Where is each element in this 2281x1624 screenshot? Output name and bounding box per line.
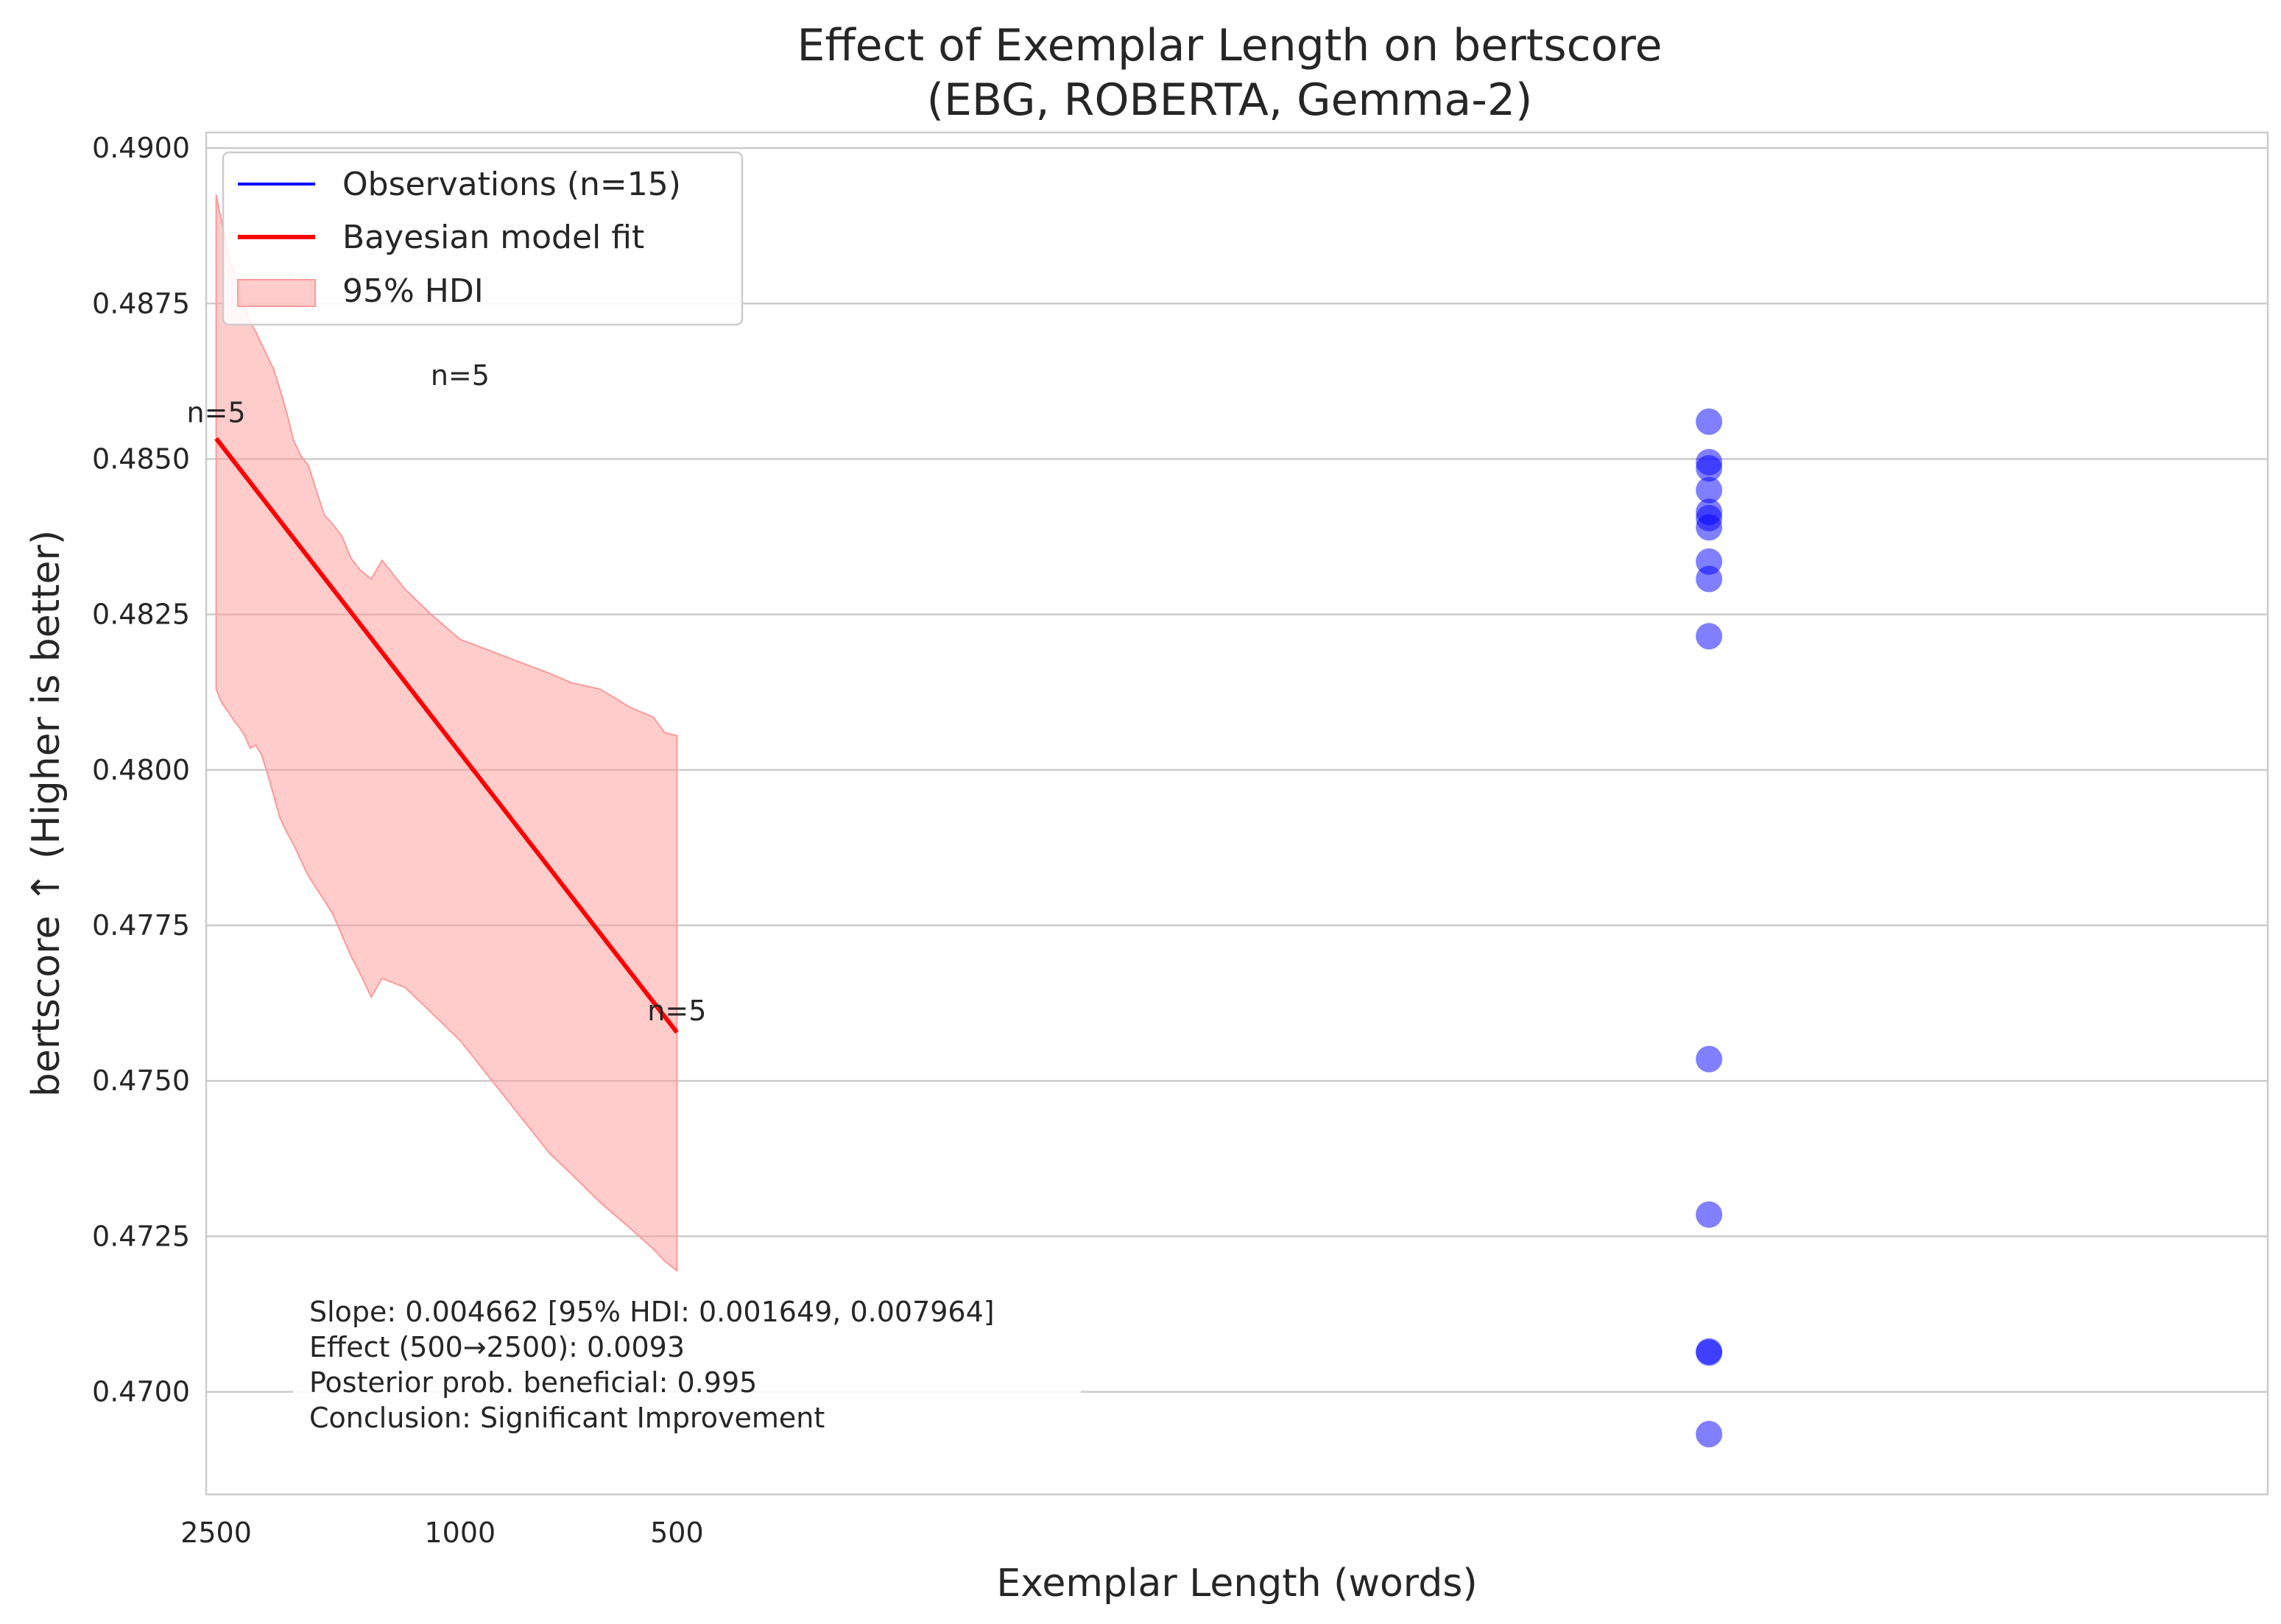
stats-line-conclusion: Conclusion: Significant Improvement [309, 1402, 825, 1434]
legend-frame [222, 151, 744, 326]
stats-box: Slope: 0.004662 [95% HDI: 0.001649, 0.00… [293, 1290, 1081, 1444]
chart-title: Effect of Exemplar Length on bertscore [797, 20, 1662, 71]
observation-points [1696, 408, 1723, 1448]
y-axis-ticks: 0.4700 0.4725 0.4750 0.4775 0.4800 0.4825 0.48… [92, 132, 190, 1408]
x-tick-label: 1000 [425, 1517, 496, 1549]
stats-line-probability: Posterior prob. beneficial: 0.995 [309, 1366, 757, 1399]
y-tick-label: 0.4875 [92, 287, 190, 319]
y-tick-label: 0.4775 [92, 909, 190, 942]
stats-line-effect: Effect (500→2500): 0.0093 [309, 1331, 685, 1363]
legend: Observations (n=15) Bayesian model fit 9… [222, 151, 744, 326]
observation-point [1696, 514, 1723, 541]
sample-size-label: n=5 [187, 396, 246, 428]
stats-box-background [293, 1290, 1081, 1444]
legend-hdi-label: 95% HDI [342, 272, 484, 310]
observation-point [1696, 476, 1723, 504]
observation-point [1696, 565, 1723, 593]
observation-point [1696, 623, 1723, 650]
observation-point [1696, 1339, 1723, 1366]
y-tick-label: 0.4700 [92, 1376, 190, 1408]
x-axis-label: Exemplar Length (words) [996, 1561, 1477, 1606]
sample-size-label: n=5 [431, 359, 490, 392]
x-axis-ticks: 500 1000 2500 [180, 1517, 703, 1549]
fit-line [214, 437, 679, 1034]
observation-point [1696, 455, 1723, 482]
y-tick-label: 0.4825 [92, 599, 190, 631]
x-tick-label: 2500 [180, 1517, 252, 1549]
y-tick-label: 0.4750 [92, 1065, 190, 1097]
y-tick-label: 0.4900 [92, 132, 190, 164]
sample-size-label: n=5 [647, 995, 706, 1027]
sample-size-annotations: n=5 n=5 n=5 [187, 359, 707, 1027]
legend-fit-label: Bayesian model fit [342, 219, 644, 256]
y-tick-label: 0.4800 [92, 754, 190, 786]
x-tick-label: 500 [650, 1517, 704, 1549]
observation-point [1696, 408, 1723, 435]
observation-point [1696, 1421, 1723, 1448]
chart-subtitle: (EBG, ROBERTA, Gemma-2) [927, 74, 1533, 126]
stats-line-slope: Slope: 0.004662 [95% HDI: 0.001649, 0.00… [309, 1296, 995, 1328]
legend-hdi-swatch [237, 279, 316, 307]
y-tick-label: 0.4725 [92, 1220, 190, 1252]
plot-frame [205, 131, 2269, 1496]
y-axis-label: bertscore ↑ (Higher is better) [24, 530, 68, 1097]
legend-observations-label: Observations (n=15) [342, 166, 681, 203]
observation-point [1696, 1201, 1723, 1228]
y-tick-label: 0.4850 [92, 442, 190, 475]
observation-point [1696, 1045, 1723, 1073]
fit-line-layer [214, 437, 679, 1034]
